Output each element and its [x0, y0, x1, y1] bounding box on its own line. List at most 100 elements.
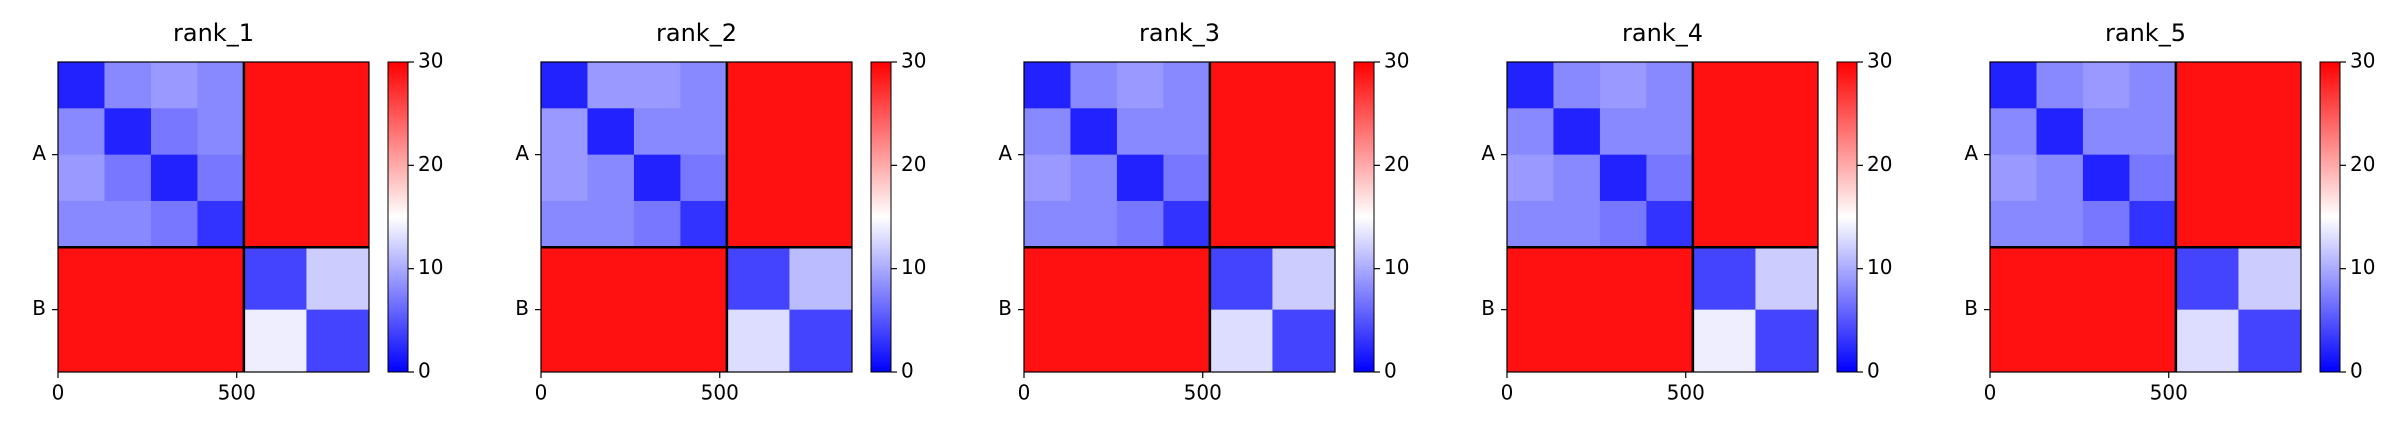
y-tick-label: A: [1481, 141, 1495, 165]
heatmap-cell: [1116, 309, 1164, 373]
colorbar-tick-label: 20: [418, 152, 443, 176]
heatmap-cell: [2082, 108, 2130, 156]
heatmap-cell: [1599, 62, 1647, 109]
heatmap-cell: [1070, 154, 1118, 202]
heatmap-cell: [789, 309, 853, 373]
heatmap-cell: [789, 200, 853, 248]
x-tick-label: 500: [1184, 381, 1222, 405]
heatmap-cell: [541, 62, 588, 109]
heatmap-cell: [1116, 247, 1164, 311]
heatmap-cell: [1755, 247, 1819, 311]
colorbar-tick-label: 0: [901, 359, 914, 383]
heatmap-cell: [306, 247, 370, 311]
heatmap-cell: [633, 200, 681, 248]
heatmap-cell: [1755, 154, 1819, 202]
heatmap-cell: [1272, 309, 1336, 373]
heatmap-cell: [541, 309, 588, 373]
heatmap-cell: [58, 309, 105, 373]
heatmap-cell: [58, 62, 105, 109]
heatmap-cell: [2238, 154, 2302, 202]
heatmap-cell: [1990, 108, 2037, 156]
x-tick-label: 500: [1667, 381, 1705, 405]
heatmap-cell: [150, 154, 198, 202]
heatmap-cell: [2036, 309, 2084, 373]
heatmap-cell: [1646, 247, 1694, 311]
heatmap-cell: [1209, 309, 1273, 373]
heatmap-cell: [2129, 62, 2177, 109]
heatmap-cell: [1692, 247, 1756, 311]
heatmap-cell: [1163, 62, 1211, 109]
heatmap-cell: [2238, 108, 2302, 156]
heatmap-cell: [2238, 62, 2302, 109]
heatmap-cell: [104, 62, 152, 109]
heatmap-cell: [1272, 200, 1336, 248]
heatmap-cell: [1990, 62, 2037, 109]
x-tick-label: 500: [2150, 381, 2188, 405]
colorbar-tick-label: 30: [1867, 49, 1892, 73]
colorbar: [870, 61, 892, 373]
heatmap-cell: [1692, 309, 1756, 373]
x-tick-label: 500: [701, 381, 739, 405]
heatmap-cell: [1599, 247, 1647, 311]
heatmap-cell: [58, 200, 105, 248]
colorbar-tick-label: 0: [418, 359, 431, 383]
colorbar-tick-label: 20: [1867, 152, 1892, 176]
heatmap-cell: [1755, 108, 1819, 156]
heatmap-cell: [1024, 309, 1071, 373]
colorbar-tick-label: 30: [2350, 49, 2375, 73]
y-tick-label: B: [998, 296, 1012, 320]
heatmap-cell: [1692, 154, 1756, 202]
plot-frame: [1506, 61, 1819, 373]
heatmap-cell: [1070, 62, 1118, 109]
heatmap-cell: [633, 62, 681, 109]
heatmap-cell: [1163, 200, 1211, 248]
heatmap-cell: [1209, 108, 1273, 156]
heatmap-cell: [633, 247, 681, 311]
panel-title: rank_2: [656, 19, 737, 47]
heatmap-cell: [680, 108, 728, 156]
x-tick-label: 0: [1018, 381, 1031, 405]
heatmap-cell: [587, 154, 635, 202]
plot-frame: [540, 61, 853, 373]
heatmap-cell: [2082, 309, 2130, 373]
heatmap-cell: [1599, 200, 1647, 248]
heatmap-cell: [243, 200, 307, 248]
heatmap-cell: [2129, 154, 2177, 202]
heatmap-cell: [2175, 108, 2239, 156]
heatmap-cell: [1553, 247, 1601, 311]
heatmap-cell: [2238, 309, 2302, 373]
heatmap-cell: [1024, 62, 1071, 109]
heatmap-cell: [150, 108, 198, 156]
colorbar-tick-label: 0: [2350, 359, 2363, 383]
heatmap-cell: [150, 62, 198, 109]
heatmap-cell: [1646, 108, 1694, 156]
y-tick-label: B: [32, 296, 46, 320]
colorbar-tick-label: 30: [901, 49, 926, 73]
heatmap-cell: [1599, 154, 1647, 202]
heatmap-cell: [1163, 309, 1211, 373]
heatmap-cell: [726, 108, 790, 156]
panel-title: rank_1: [173, 19, 254, 47]
heatmap-cell: [243, 108, 307, 156]
heatmap-cell: [1163, 154, 1211, 202]
x-tick-label: 500: [218, 381, 256, 405]
heatmap-cell: [306, 200, 370, 248]
heatmap-cell: [587, 247, 635, 311]
heatmap-cell: [2082, 154, 2130, 202]
colorbar: [1353, 61, 1375, 373]
heatmap-cell: [789, 247, 853, 311]
heatmap-cell: [306, 154, 370, 202]
plot-frame: [1989, 61, 2302, 373]
heatmap-cell: [1692, 200, 1756, 248]
plot-frame: [57, 61, 370, 373]
colorbar-tick-label: 10: [1867, 255, 1892, 279]
heatmap-cell: [680, 62, 728, 109]
panel-title: rank_3: [1139, 19, 1220, 47]
x-tick-label: 0: [535, 381, 548, 405]
heatmap-cell: [1990, 200, 2037, 248]
heatmap-cell: [1553, 108, 1601, 156]
heatmap-cell: [150, 200, 198, 248]
heatmap-cell: [1024, 108, 1071, 156]
heatmap-cell: [680, 154, 728, 202]
